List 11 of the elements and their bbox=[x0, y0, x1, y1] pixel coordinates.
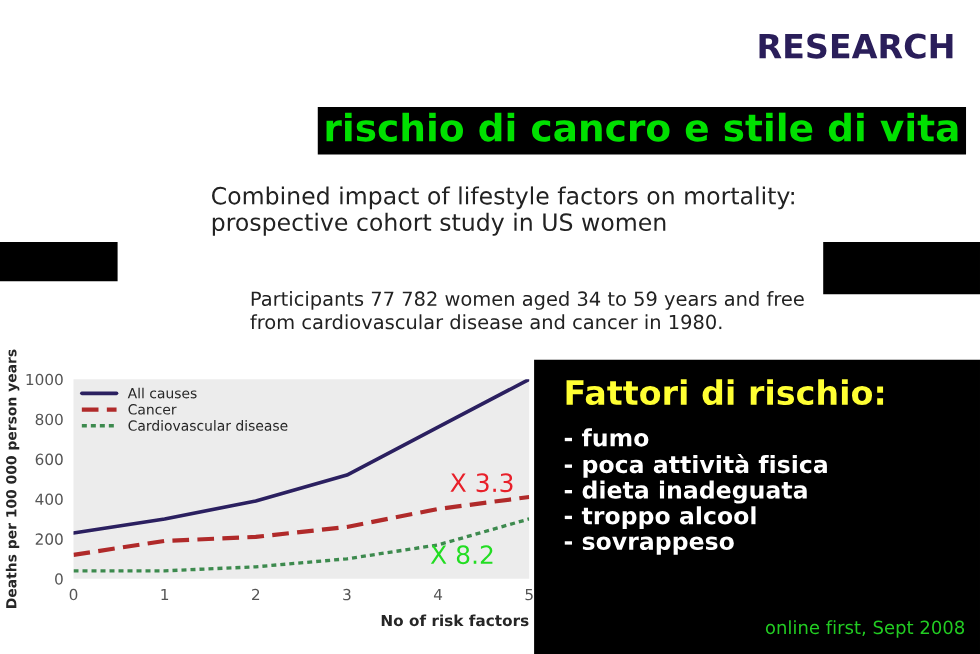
text: Participants 77 782 women aged 34 to 59 years and free from cardiovascular disease and cancer in 1980. bbox=[250, 291, 804, 330]
line-series bbox=[73, 517, 530, 573]
text: rischio di cancro e stile di vita bbox=[326, 112, 958, 142]
text: Fattori di rischio: bbox=[566, 379, 884, 406]
text: - fumo - poca attività fisica - dieta inadeguata - troppo alcool - sovrappeso bbox=[564, 428, 827, 555]
annotation: X 3.3 bbox=[450, 473, 513, 493]
text: online first, Sept 2008 bbox=[765, 620, 965, 638]
line-series bbox=[73, 379, 530, 535]
chart-subtitle: Combined impact of lifestyle factors on mortality: prospective cohort study in US women bbox=[212, 186, 794, 236]
annotation: X 8.2 bbox=[430, 545, 493, 565]
text: RESEARCH bbox=[759, 33, 953, 59]
